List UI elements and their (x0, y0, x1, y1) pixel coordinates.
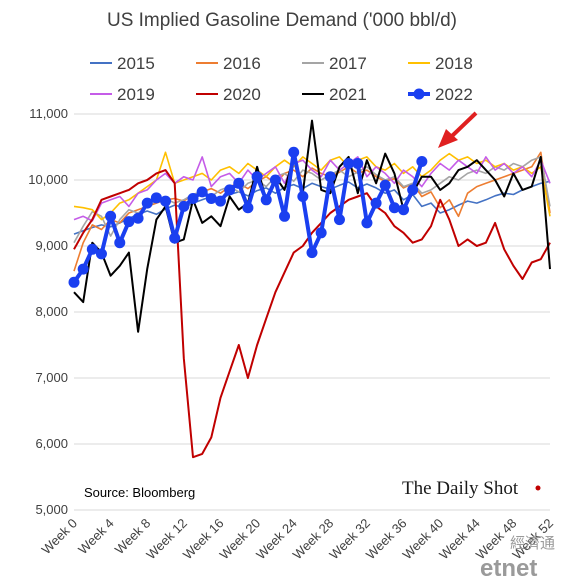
data-point (352, 158, 364, 169)
y-tick-label: 8,000 (35, 304, 68, 319)
legend-label: 2022 (435, 85, 473, 104)
y-axis-ticks: 5,000 6,000 7,000 8,000 9,000 10,000 11,000 (28, 106, 68, 517)
data-point (279, 210, 291, 222)
data-point (123, 216, 135, 228)
arrow-shaft (450, 111, 478, 138)
series-line-2015 (73, 180, 551, 235)
data-point (205, 192, 217, 204)
data-point (224, 184, 236, 196)
legend-item-2022: 2022 (408, 85, 473, 104)
data-point (343, 158, 355, 169)
brand-text: The Daily Shot (402, 478, 519, 499)
y-tick-label: 5,000 (35, 502, 68, 517)
data-point (95, 248, 107, 260)
legend-item-2019: 2019 (90, 85, 155, 104)
series-line-2021 (73, 119, 551, 333)
data-point (169, 232, 181, 244)
data-point (233, 177, 245, 189)
data-point (105, 210, 117, 222)
series-2022 (68, 146, 428, 288)
source-note: Source: Bloomberg (84, 485, 195, 500)
legend-label: 2020 (223, 85, 261, 104)
data-point (114, 237, 126, 249)
y-tick-label: 6,000 (35, 436, 68, 451)
legend-item-2021: 2021 (302, 85, 367, 104)
data-point (297, 191, 309, 202)
series-2017 (73, 156, 551, 244)
data-point (242, 202, 254, 214)
annotation-arrow (438, 111, 478, 148)
data-point (160, 195, 172, 207)
series-2021 (73, 119, 551, 333)
legend-item-2017: 2017 (302, 54, 367, 73)
data-point (68, 276, 80, 288)
legend: 2015 2016 2017 2018 2019 2020 2021 2022 (90, 54, 473, 104)
data-point (315, 227, 327, 239)
brand-dot (535, 485, 541, 491)
y-tick-label: 7,000 (35, 370, 68, 385)
data-point (370, 197, 382, 209)
series-line-2020 (73, 169, 551, 459)
series-line-2019 (73, 156, 551, 222)
legend-label: 2017 (329, 54, 367, 73)
data-point (196, 186, 208, 198)
data-point (388, 202, 400, 214)
legend-marker (413, 88, 425, 100)
legend-label: 2016 (223, 54, 261, 73)
watermark: etnet (480, 555, 537, 578)
legend-item-2020: 2020 (196, 85, 261, 104)
data-point (178, 200, 190, 212)
data-point (361, 217, 373, 229)
arrow-head (438, 129, 458, 148)
data-point (251, 171, 263, 183)
series-2020 (73, 169, 551, 459)
legend-label: 2015 (117, 54, 155, 73)
series-line-2016 (73, 151, 551, 272)
data-point (141, 197, 153, 209)
data-point (288, 146, 300, 158)
data-point (306, 247, 318, 259)
series-2016 (73, 151, 551, 272)
legend-label: 2019 (117, 85, 155, 104)
series-2015 (73, 180, 551, 235)
data-point (132, 212, 144, 224)
data-point (77, 263, 89, 275)
legend-label: 2021 (329, 85, 367, 104)
data-point (260, 194, 272, 206)
legend-item-2015: 2015 (90, 54, 155, 73)
data-point (379, 179, 391, 191)
data-point (269, 174, 281, 186)
data-point (150, 192, 162, 204)
watermark-cn: 經濟通 (510, 534, 555, 552)
series-layer (68, 119, 551, 459)
series-line-2017 (73, 156, 551, 244)
data-point (398, 204, 410, 216)
data-point (416, 156, 428, 168)
data-point (407, 184, 419, 196)
data-point (324, 171, 336, 183)
data-point (187, 192, 199, 204)
legend-item-2016: 2016 (196, 54, 261, 73)
data-point (214, 195, 226, 207)
legend-label: 2018 (435, 54, 473, 73)
data-point (333, 214, 345, 226)
data-point (86, 243, 98, 255)
series-2019 (73, 156, 551, 222)
y-tick-label: 10,000 (28, 172, 68, 187)
chart-title: US Implied Gasoline Demand ('000 bbl/d) (107, 10, 457, 31)
brand-logo: The Daily Shot (402, 478, 541, 499)
legend-item-2018: 2018 (408, 54, 473, 73)
y-tick-label: 9,000 (35, 238, 68, 253)
y-tick-label: 11,000 (29, 106, 68, 121)
